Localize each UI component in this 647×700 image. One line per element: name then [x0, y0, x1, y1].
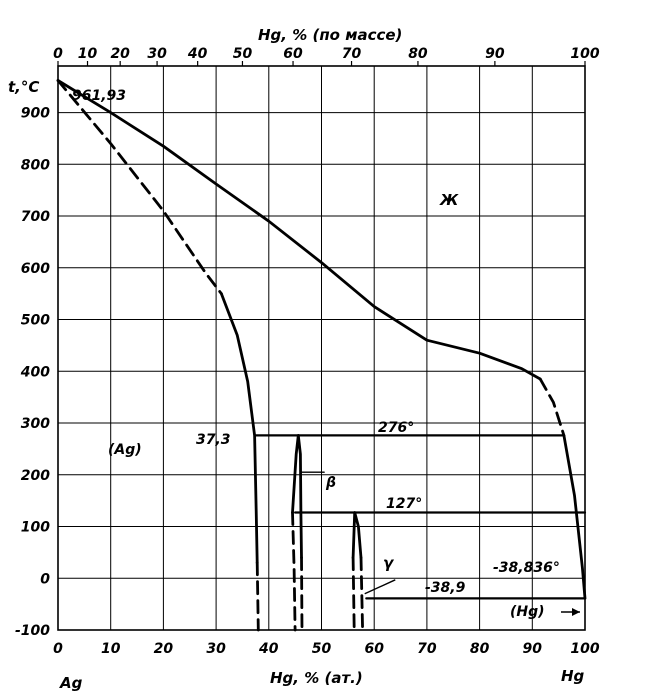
hg-phase-label: (Hg)	[510, 604, 545, 620]
y-tick-label: 500	[21, 313, 50, 329]
y-tick-label: 600	[21, 261, 50, 277]
bottom-tick-label: 20	[154, 641, 174, 657]
bottom-tick-label: 50	[312, 641, 332, 657]
bottom-tick-label: 40	[258, 641, 279, 657]
liquidus-hg-end	[562, 434, 587, 600]
top-tick-label: 80	[408, 46, 428, 62]
arrow-head	[572, 608, 580, 616]
phase-curves	[56, 79, 587, 632]
bottom-tick-label: 30	[206, 641, 226, 657]
bottom-tick-label: 80	[470, 641, 490, 657]
beta-low-dashed-left	[291, 511, 297, 632]
tick-labels: 0 10 20 30 40 50 60 70 80 90 100-10001002003004005…	[15, 46, 600, 657]
y-tick-label: 200	[21, 468, 50, 484]
top-tick-label: 40	[187, 46, 208, 62]
left-component-label: Ag	[59, 674, 83, 692]
isotherm-276-label: 276°	[378, 420, 414, 436]
top-axis-label: Hg, % (по массе)	[258, 26, 402, 44]
melting-point-ag-label: 961,93	[72, 88, 126, 104]
eutectic-temperature-label: -38,9	[425, 580, 466, 596]
ag-phase-label: (Ag)	[108, 442, 142, 458]
y-tick-label: 400	[20, 364, 50, 380]
plot-frame	[57, 65, 586, 631]
gamma-low-dashed-left	[351, 556, 356, 632]
bottom-tick-label: 10	[101, 641, 121, 657]
gamma-low-dashed-right	[359, 556, 364, 632]
grid	[57, 61, 586, 630]
hg-phase-arrow	[561, 608, 580, 616]
top-tick-label: 20	[110, 46, 130, 62]
bottom-tick-label: 0	[53, 641, 63, 657]
top-tick-label: 70	[342, 46, 362, 62]
beta-low-dashed-right	[300, 556, 304, 632]
top-tick-label: 0	[53, 46, 63, 62]
y-tick-label: 900	[21, 106, 50, 122]
y-tick-label: 100	[21, 520, 50, 536]
bottom-axis-label: Hg, % (ат.)	[270, 669, 363, 687]
bottom-tick-label: 70	[417, 641, 437, 657]
y-tick-label: 0	[40, 571, 50, 587]
top-tick-label: 50	[233, 46, 253, 62]
ag-solvus-low-dashed	[255, 561, 260, 632]
y-tick-label: 700	[21, 209, 50, 225]
top-tick-label: 100	[570, 46, 599, 62]
hg-melting-point-label: -38,836°	[493, 560, 560, 576]
top-tick-label: 90	[485, 46, 505, 62]
gamma-phase-boundary	[351, 511, 363, 559]
liquid-region-label: Ж	[439, 191, 459, 209]
gamma-leader-line	[364, 579, 396, 595]
liquidus-dashed-segment	[538, 377, 566, 437]
peritectic-composition-label: 37,3	[196, 432, 231, 448]
bottom-tick-label: 90	[523, 641, 543, 657]
y-tick-label: 800	[21, 157, 50, 173]
top-tick-label: 30	[147, 46, 167, 62]
bottom-tick-label: 100	[570, 641, 599, 657]
top-tick-label: 10	[78, 46, 98, 62]
gamma-phase-label: γ	[383, 554, 395, 572]
bottom-tick-label: 60	[364, 641, 384, 657]
y-axis-label: t,°C	[8, 78, 39, 96]
ag-solvus-dashed	[56, 79, 223, 296]
right-component-label: Hg	[561, 667, 585, 685]
y-tick-label: -100	[15, 623, 50, 639]
beta-phase-label: β	[325, 475, 336, 491]
liquidus-curve	[56, 79, 542, 381]
ag-solvus-curve	[220, 292, 259, 565]
beta-phase-boundary	[291, 434, 303, 559]
y-tick-label: 300	[21, 416, 50, 432]
top-tick-label: 60	[283, 46, 303, 62]
isotherm-127-label: 127°	[386, 496, 422, 512]
